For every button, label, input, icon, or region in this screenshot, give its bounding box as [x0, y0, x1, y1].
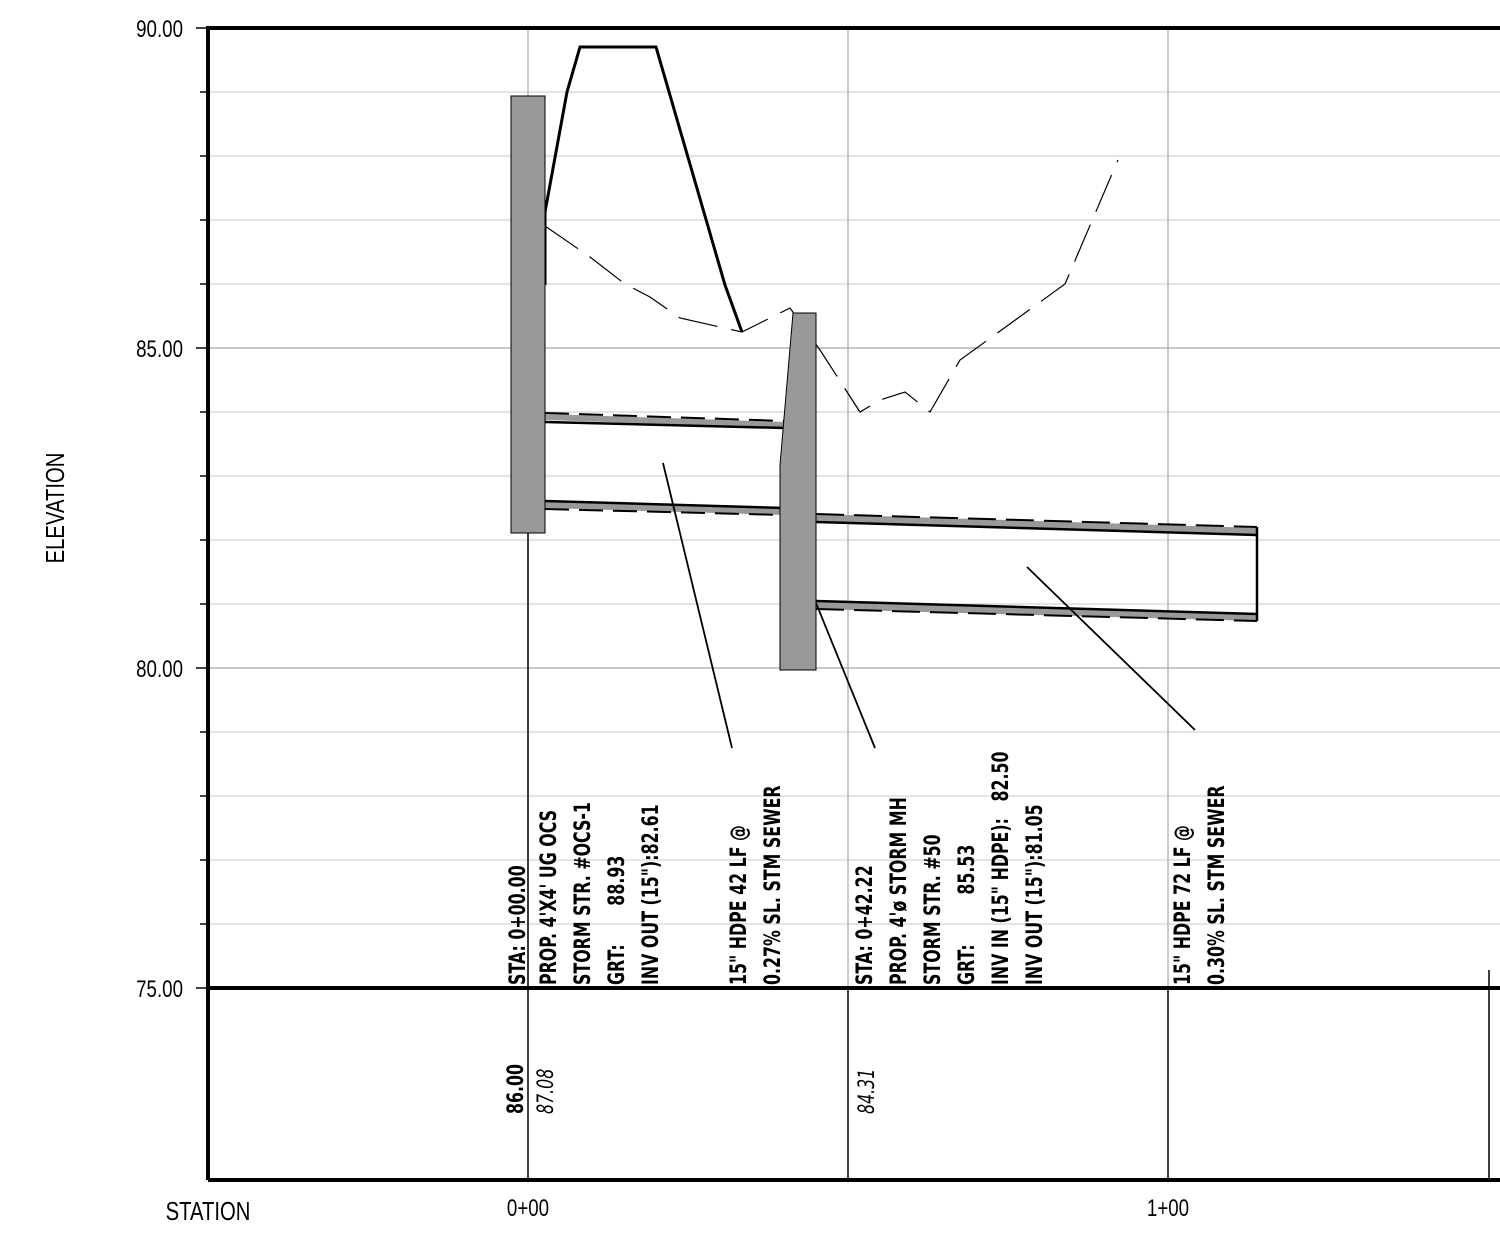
pipe-2-annotation: 15" HDPE 72 LF @ 0.30% SL. STM SEWER	[1169, 785, 1229, 985]
manhole-annotation-line: PROP. 4'ø STORM MH	[885, 797, 911, 985]
manhole-structure	[779, 312, 817, 671]
minor-grid	[208, 91, 1500, 925]
ocs-annotation-line: INV OUT (15"):82.61	[637, 804, 663, 985]
manhole-annotation-line: GRT: 85.53	[953, 845, 979, 985]
ocs-annotation-line: PROP. 4'X4' UG OCS	[535, 810, 561, 985]
manhole-annotation-line: STORM STR. #50	[919, 834, 945, 985]
ocs-annotation: STA: 0+00.00 PROP. 4'X4' UG OCS STORM ST…	[504, 802, 663, 985]
x-tick-label: 0+00	[507, 1195, 549, 1222]
pipe-2	[815, 513, 1259, 622]
leader-lines	[662, 462, 1196, 749]
band-existing-elevation: 86.00	[502, 1064, 528, 1114]
band-proposed-elevation: 87.08	[532, 1069, 558, 1114]
manhole-annotation-line: INV IN (15" HDPE): 82.50	[987, 751, 1013, 985]
pipe-1-annotation: 15" HDPE 42 LF @ 0.27% SL. STM SEWER	[725, 785, 785, 985]
ocs-annotation-line: GRT: 88.93	[603, 856, 629, 985]
proposed-grade-line	[543, 45, 744, 333]
x-axis-title: STATION	[166, 1197, 251, 1226]
ocs-structure	[510, 95, 546, 534]
pipe-2-annotation-line: 0.30% SL. STM SEWER	[1203, 785, 1229, 985]
y-tick-label: 75.00	[136, 976, 183, 1003]
band-proposed-elevation: 84.31	[853, 1069, 879, 1114]
ocs-annotation-line: STORM STR. #OCS-1	[569, 802, 595, 985]
pipe-1	[544, 412, 786, 516]
pipe-1-annotation-line: 15" HDPE 42 LF @	[725, 825, 751, 985]
manhole-annotation-line: STA: 0+42.22	[851, 865, 877, 985]
pipe-2-annotation-line: 15" HDPE 72 LF @	[1169, 825, 1195, 985]
ocs-annotation-line: STA: 0+00.00	[504, 865, 530, 985]
y-axis-title: ELEVATION	[41, 453, 70, 564]
y-tick-label: 85.00	[136, 336, 183, 363]
manhole-annotation: STA: 0+42.22 PROP. 4'ø STORM MH STORM ST…	[851, 751, 1047, 985]
y-tick-label: 80.00	[136, 656, 183, 683]
x-tick-label: 1+00	[1147, 1195, 1189, 1222]
y-tick-label: 90.00	[136, 16, 183, 43]
existing-ground-line	[544, 159, 1119, 413]
major-grid	[208, 347, 1500, 669]
band-station-lines	[527, 532, 1169, 1180]
manhole-annotation-line: INV OUT (15"):81.05	[1021, 804, 1047, 985]
frame	[206, 26, 1500, 1182]
pipe-1-annotation-line: 0.27% SL. STM SEWER	[759, 785, 785, 985]
